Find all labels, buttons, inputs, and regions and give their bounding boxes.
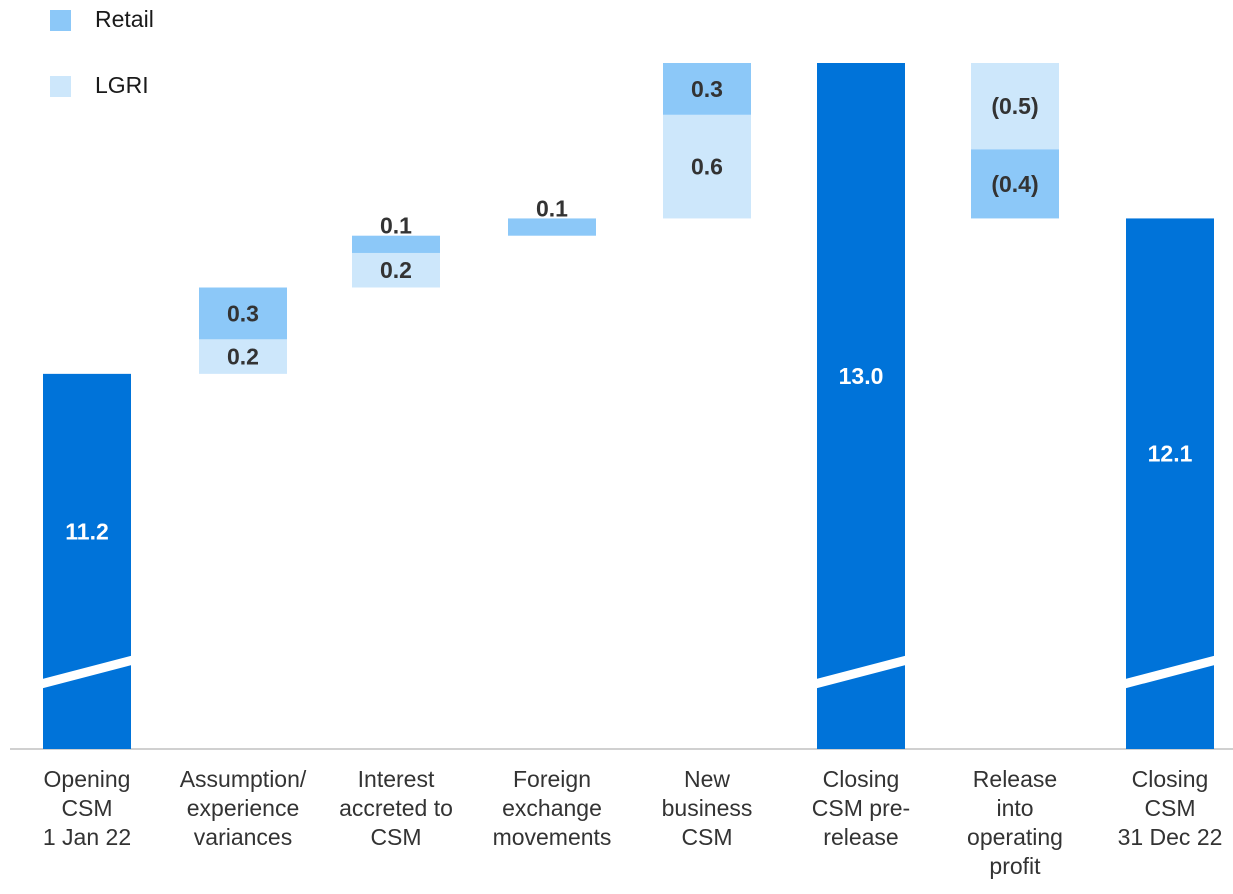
category-label-line: 31 Dec 22	[1117, 824, 1223, 850]
lgri-label-2: 0.2	[380, 257, 412, 283]
axis-break-0	[39, 655, 135, 689]
category-label-1: Assumption/experience variances	[173, 765, 313, 852]
category-label-4: New business CSM	[637, 765, 777, 852]
retail-segment-1	[199, 287, 287, 340]
legend-label-retail: Retail	[95, 6, 154, 32]
category-label-line: accreted to	[339, 795, 453, 821]
lgri-segment-4	[663, 114, 751, 219]
total-label-7: 12.1	[1148, 441, 1193, 467]
total-bar-5	[817, 63, 905, 749]
category-label-line: release	[823, 824, 899, 850]
category-label-line: Foreign	[513, 766, 591, 792]
axis-break-5	[813, 655, 909, 689]
category-label-line: operating	[967, 824, 1063, 850]
category-label-line: 1 Jan 22	[42, 824, 132, 850]
total-bar-0	[43, 373, 131, 749]
retail-label-3: 0.1	[536, 195, 568, 221]
category-label-line: CSM	[370, 824, 422, 850]
lgri-label-6: (0.5)	[991, 93, 1038, 119]
category-label-line: exchange	[502, 795, 602, 821]
category-label-line: CSM pre-	[811, 795, 911, 821]
category-label-2: Interest accreted to CSM	[326, 765, 466, 852]
retail-label-1: 0.3	[227, 300, 259, 326]
retail-segment-4	[663, 63, 751, 115]
category-label-line: experience	[186, 795, 300, 821]
category-label-line: New	[683, 766, 730, 792]
lgri-label-1: 0.2	[227, 344, 259, 370]
category-label-line: Opening	[43, 766, 131, 792]
axis-break-7	[1122, 655, 1218, 689]
category-label-line: CSM	[681, 824, 733, 850]
retail-segment-3	[508, 218, 596, 236]
category-label-line: movements	[492, 824, 612, 850]
category-label-line: into	[996, 795, 1034, 821]
lgri-segment-2	[352, 252, 440, 288]
legend-swatch-retail	[50, 10, 71, 31]
category-label-line: CSM	[61, 795, 113, 821]
category-label-line: CSM	[1144, 795, 1196, 821]
retail-label-6: (0.4)	[991, 171, 1038, 197]
legend-swatch-lgri	[50, 76, 71, 97]
category-label-line: Closing	[1131, 766, 1209, 792]
retail-segment-2	[352, 235, 440, 253]
total-label-5: 13.0	[839, 363, 884, 389]
retail-label-4: 0.3	[691, 76, 723, 102]
lgri-segment-6	[971, 63, 1059, 150]
category-label-line: Release	[972, 766, 1058, 792]
category-label-line: Closing	[822, 766, 900, 792]
category-label-3: Foreign exchange movements	[482, 765, 622, 852]
category-label-line: profit	[989, 853, 1041, 879]
retail-segment-6	[971, 149, 1059, 219]
lgri-segment-1	[199, 339, 287, 374]
legend-label-lgri: LGRI	[95, 72, 149, 98]
category-label-line: Interest	[357, 766, 435, 792]
category-label-line: business	[661, 795, 753, 821]
category-label-line: Assumption/	[179, 766, 307, 792]
lgri-label-4: 0.6	[691, 154, 723, 180]
category-label-7: Closing CSM 31 Dec 22	[1100, 765, 1233, 852]
category-label-line: variances	[193, 824, 293, 850]
total-label-0: 11.2	[65, 518, 109, 544]
category-label-6: Release into operating profit	[945, 765, 1085, 881]
category-label-5: Closing CSM pre-release	[791, 765, 931, 852]
category-label-0: Opening CSM 1 Jan 22	[17, 765, 157, 852]
retail-label-2: 0.1	[380, 213, 412, 239]
